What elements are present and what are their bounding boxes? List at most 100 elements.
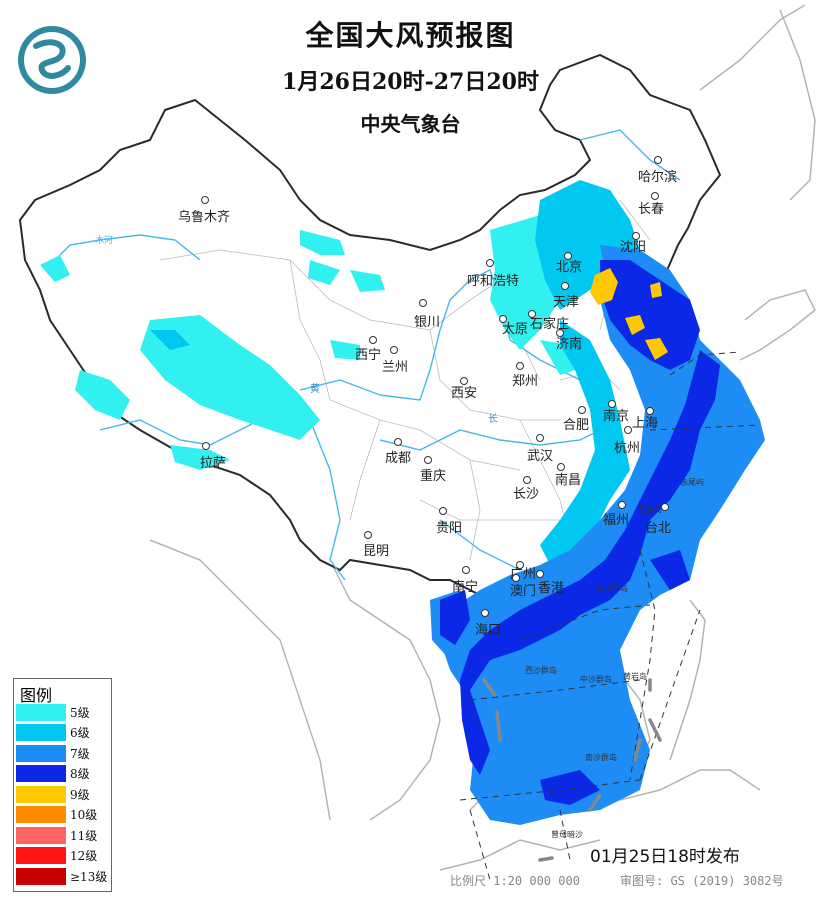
city-dot-yinchuan xyxy=(419,299,427,307)
legend-swatch xyxy=(16,847,66,865)
legend-label: 11级 xyxy=(70,828,98,843)
city-label-macau: 澳门 xyxy=(510,584,537,599)
city-dot-lhasa xyxy=(202,442,210,450)
city-label-hongkong: 香港 xyxy=(538,581,565,596)
map-title: 全国大风预报图 xyxy=(305,19,516,52)
city-label-hohhot: 呼和浩特 xyxy=(467,274,520,289)
city-label-hefei: 合肥 xyxy=(563,418,590,433)
city-label-harbin: 哈尔滨 xyxy=(638,170,678,185)
legend-swatch xyxy=(16,703,66,721)
city-dot-shijiazhuang xyxy=(528,310,536,318)
legend-item: 9级 xyxy=(14,784,111,805)
island-label-zengmu: 曾母暗沙 xyxy=(551,830,583,839)
legend-label: 9级 xyxy=(70,787,90,802)
city-label-chongqing: 重庆 xyxy=(420,469,447,484)
wind-area-level8 xyxy=(440,260,720,805)
city-label-fuzhou: 福州 xyxy=(603,513,630,528)
city-dot-harbin xyxy=(654,156,662,164)
city-label-nanchang: 南昌 xyxy=(555,473,582,488)
map-approval-number: 审图号: GS (2019) 3082号 xyxy=(620,874,784,888)
island-label-huangyan: 黄岩岛 xyxy=(623,672,647,681)
island-label-diaoyu: 钓鱼岛 xyxy=(638,505,662,514)
legend-swatch xyxy=(16,724,66,742)
city-dot-lanzhou xyxy=(390,346,398,354)
city-dot-hongkong xyxy=(536,570,544,578)
legend-title: 图例 xyxy=(20,686,53,705)
wind-area-level6 xyxy=(150,180,640,565)
city-label-changsha: 长沙 xyxy=(513,487,540,502)
city-dot-haikou xyxy=(481,609,489,617)
city-dot-jinan xyxy=(556,329,564,337)
legend-swatch xyxy=(16,826,66,844)
island-label-zhongsha: 中沙群岛 xyxy=(580,675,612,684)
legend-label: 5级 xyxy=(70,705,90,720)
map-scale: 比例尺 1:20 000 000 xyxy=(450,874,580,888)
legend-label: 8级 xyxy=(70,767,90,782)
city-dot-zhengzhou xyxy=(516,362,524,370)
city-dot-xining xyxy=(369,336,377,344)
legend: 图例 5级 6级 7级 8级 9级 10级 11级 12级 ≥13级 xyxy=(13,678,112,892)
city-label-chengdu: 成都 xyxy=(385,451,412,466)
island-label-dongsha: 东沙群岛 xyxy=(596,584,628,593)
city-dot-hefei xyxy=(578,406,586,414)
legend-item: 6级 xyxy=(14,723,111,744)
city-dot-changsha xyxy=(523,476,531,484)
city-dot-chengdu xyxy=(394,438,402,446)
city-label-nanning: 南宁 xyxy=(452,580,479,595)
city-label-changchun: 长春 xyxy=(638,202,665,217)
city-dot-wuhan xyxy=(536,434,544,442)
legend-item: 10级 xyxy=(14,805,111,826)
sea-area-lines xyxy=(459,351,761,881)
city-label-kunming: 昆明 xyxy=(363,544,390,559)
river-label-huanghe: 黄 xyxy=(310,384,320,395)
city-label-taibei: 台北 xyxy=(645,521,672,536)
forecast-period: 1月26日20时-27日20时 xyxy=(282,69,539,95)
legend-item: ≥13级 xyxy=(14,866,111,887)
city-label-xining: 西宁 xyxy=(355,348,382,363)
city-dot-nanchang xyxy=(557,463,565,471)
legend-item: 8级 xyxy=(14,764,111,785)
city-dot-tianjin xyxy=(561,282,569,290)
city-label-nanjing: 南京 xyxy=(603,409,630,424)
cma-logo xyxy=(16,24,88,96)
wind-area-level9 xyxy=(590,268,668,360)
city-label-tianjin: 天津 xyxy=(553,295,580,310)
city-dot-shanghai xyxy=(646,407,654,415)
city-dot-macau xyxy=(512,574,520,582)
city-label-urumqi: 乌鲁木齐 xyxy=(178,210,231,225)
city-dot-nanjing xyxy=(608,400,616,408)
legend-item: 11级 xyxy=(14,825,111,846)
city-dot-hangzhou xyxy=(624,426,632,434)
city-label-hangzhou: 杭州 xyxy=(614,441,641,456)
city-dot-taiyuan xyxy=(499,315,507,323)
legend-swatch xyxy=(16,867,66,885)
issue-time: 01月25日18时发布 xyxy=(590,847,740,867)
city-dot-fuzhou xyxy=(618,501,626,509)
city-dot-guiyang xyxy=(439,507,447,515)
legend-swatch xyxy=(16,765,66,783)
city-label-taiyuan: 太原 xyxy=(502,322,529,337)
city-label-zhengzhou: 郑州 xyxy=(512,374,539,389)
city-dot-xian xyxy=(460,377,468,385)
city-dot-shenyang xyxy=(632,232,640,240)
legend-label: 7级 xyxy=(70,746,90,761)
city-dot-nanning xyxy=(462,566,470,574)
island-markers xyxy=(482,678,662,862)
city-label-guiyang: 贵阳 xyxy=(436,521,463,536)
legend-item: 12级 xyxy=(14,846,111,867)
legend-label: 12级 xyxy=(70,849,98,864)
city-label-shijiazhuang: 石家庄 xyxy=(530,317,570,332)
city-label-lanzhou: 兰州 xyxy=(382,360,409,375)
city-dot-urumqi xyxy=(201,196,209,204)
island-label-nansha: 南沙群岛 xyxy=(585,753,617,762)
legend-label: ≥13级 xyxy=(70,869,108,884)
city-label-jinan: 济南 xyxy=(556,337,583,352)
city-label-lhasa: 拉萨 xyxy=(200,456,227,471)
agency-name: 中央气象台 xyxy=(360,112,461,136)
city-dot-kunming xyxy=(364,531,372,539)
city-dot-guangzhou xyxy=(516,561,524,569)
river-label-changjiang: 长 xyxy=(488,414,498,425)
city-label-shanghai: 上海 xyxy=(632,416,659,431)
legend-swatch xyxy=(16,785,66,803)
city-dot-changchun xyxy=(651,192,659,200)
